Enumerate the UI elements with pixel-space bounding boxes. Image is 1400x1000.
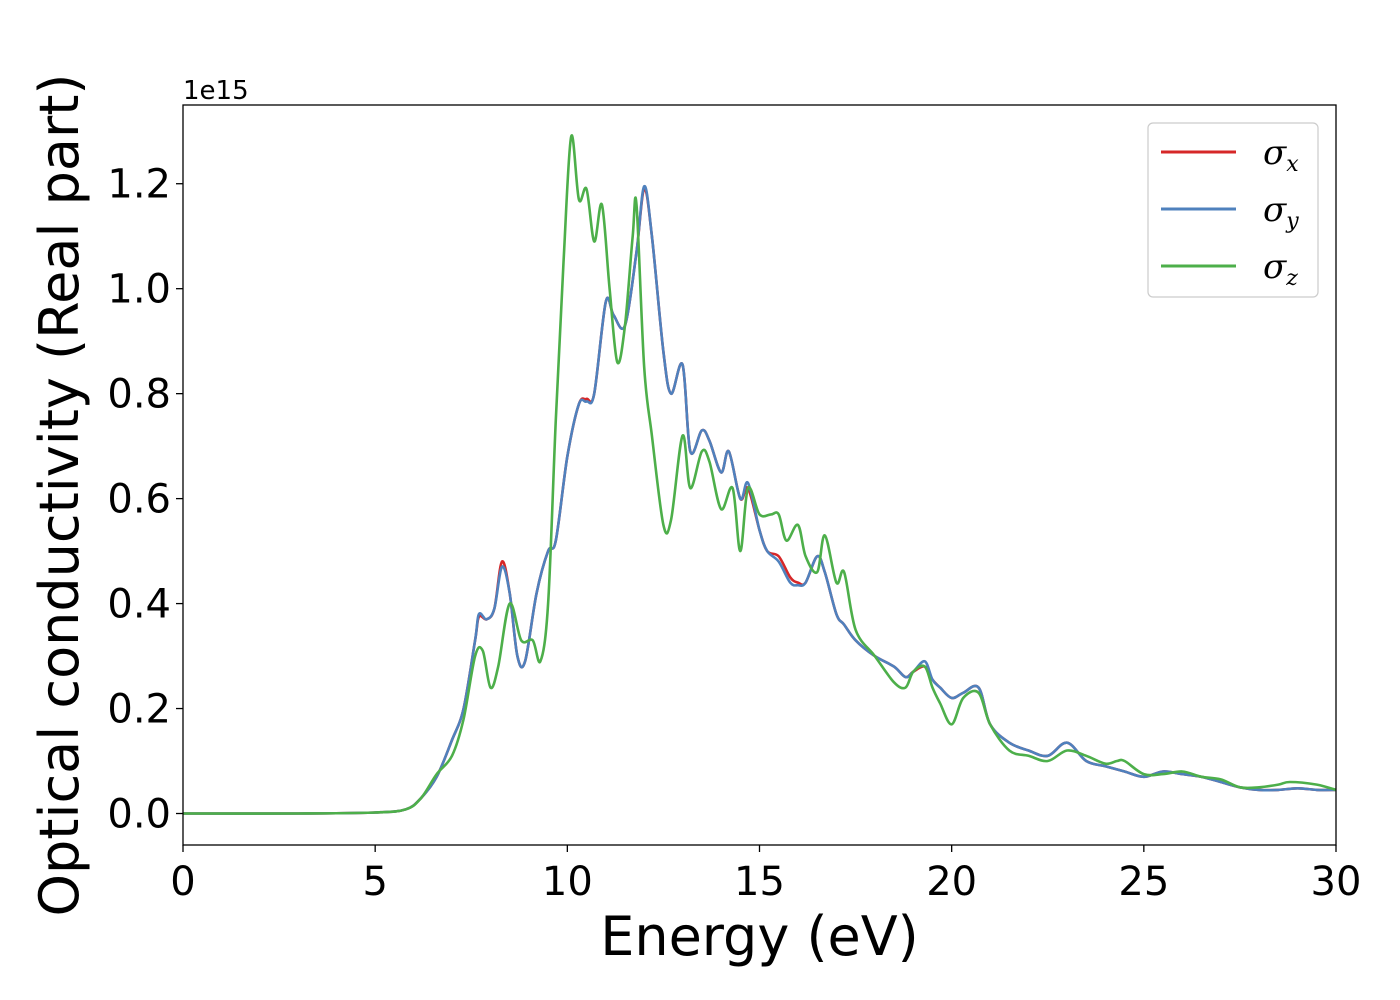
- x-tick-label: 15: [734, 859, 785, 905]
- series-layer: [183, 134, 1336, 815]
- y-tick-label: 1.0: [107, 267, 171, 313]
- x-tick-label: 25: [1118, 859, 1169, 905]
- legend-label-y: σy: [1263, 190, 1299, 234]
- x-tick-label: 10: [542, 859, 593, 905]
- x-tick-label: 30: [1311, 859, 1362, 905]
- x-tick-label: 20: [926, 859, 977, 905]
- legend-label-x: σx: [1263, 133, 1299, 177]
- y-axis-title: Optical conductivity (Real part): [28, 74, 91, 917]
- series-line-z: [183, 134, 1336, 815]
- y-tick-label: 0.6: [107, 477, 171, 523]
- x-tick-label: 5: [362, 859, 387, 905]
- x-axis: 0 5 10 15 20 25 30: [170, 845, 1361, 905]
- series-line-y: [183, 184, 1336, 815]
- y-tick-label: 0.8: [107, 372, 171, 418]
- y-tick-label: 0.2: [107, 687, 171, 733]
- x-tick-label: 0: [170, 859, 195, 905]
- y-offset-label: 1e15: [183, 76, 249, 106]
- legend: σx σy σz: [1147, 122, 1319, 298]
- y-tick-label: 0.4: [107, 582, 171, 628]
- y-tick-label: 0.0: [107, 792, 171, 838]
- x-axis-title: Energy (eV): [600, 905, 919, 968]
- legend-label-z: σz: [1263, 247, 1298, 291]
- y-axis: 0.0 0.2 0.4 0.6 0.8 1.0 1.2: [107, 162, 183, 838]
- y-tick-label: 1.2: [107, 162, 171, 208]
